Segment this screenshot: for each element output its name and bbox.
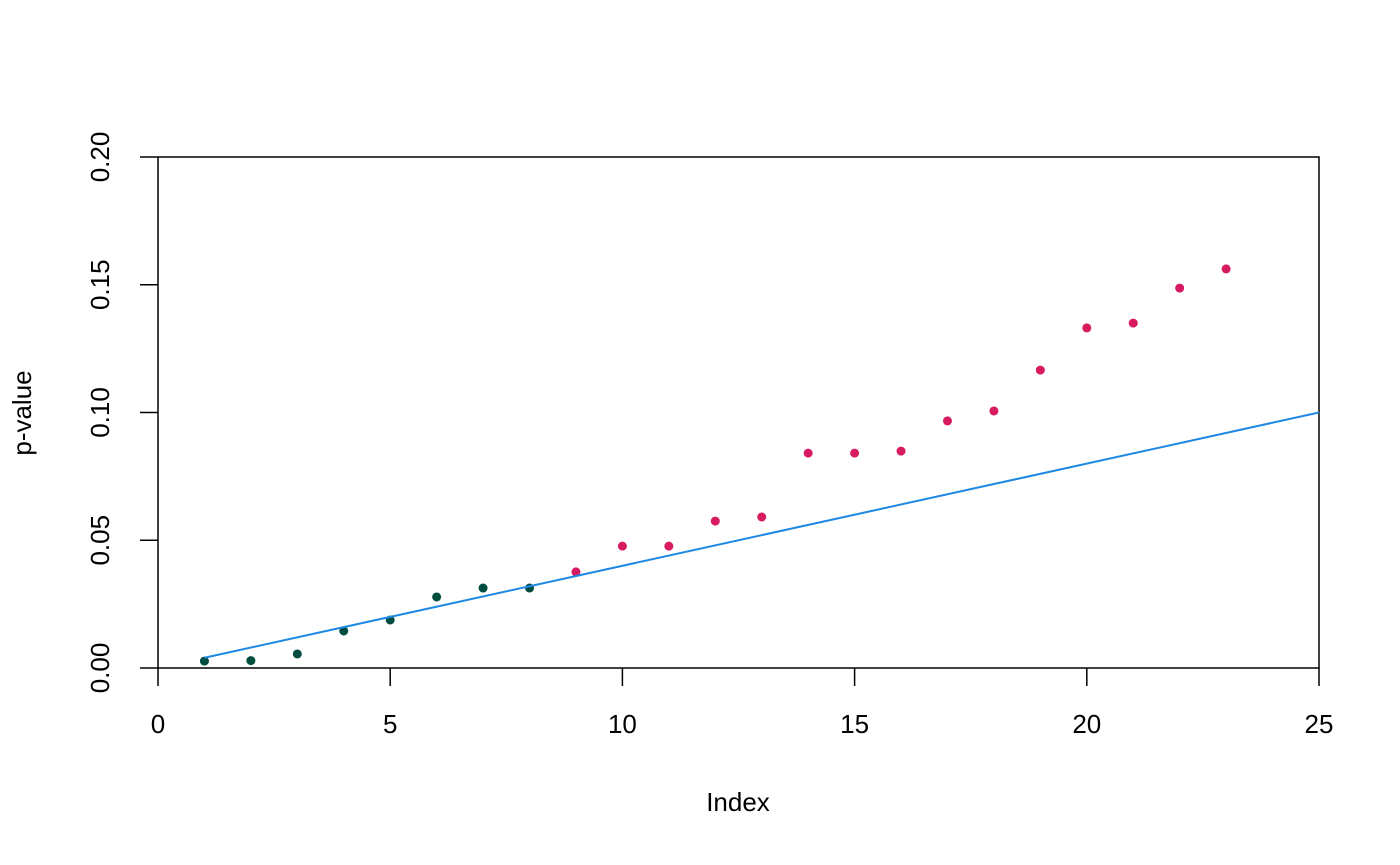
point [664,541,674,551]
point [199,656,209,666]
x-axis-label: Index [706,787,770,817]
point [989,406,999,416]
y-tick-label: 0.15 [85,259,115,310]
y-axis-label: p-value [7,370,37,455]
point [617,541,627,551]
y-tick-label: 0.10 [85,387,115,438]
point [1175,283,1185,293]
point [757,512,767,522]
x-tick-label: 0 [151,709,165,739]
y-tick-label: 0.20 [85,132,115,183]
point [292,649,302,659]
point [246,656,256,666]
point [803,448,813,458]
line [204,411,1320,659]
point [571,567,581,577]
x-tick-label: 5 [383,709,397,739]
y-tick-label: 0.05 [85,515,115,566]
point [710,516,720,526]
point [1035,365,1045,375]
point [478,583,488,593]
point [942,416,952,426]
y-tick-label: 0.00 [85,643,115,694]
point [1221,264,1231,274]
point [1082,323,1092,333]
x-tick-label: 15 [840,709,869,739]
plot-frame [157,156,1320,669]
x-tick-label: 10 [608,709,637,739]
point [432,592,442,602]
point [339,626,349,636]
point [896,446,906,456]
x-tick-label: 25 [1305,709,1334,739]
point [850,448,860,458]
point [1128,318,1138,328]
x-tick-label: 20 [1072,709,1101,739]
